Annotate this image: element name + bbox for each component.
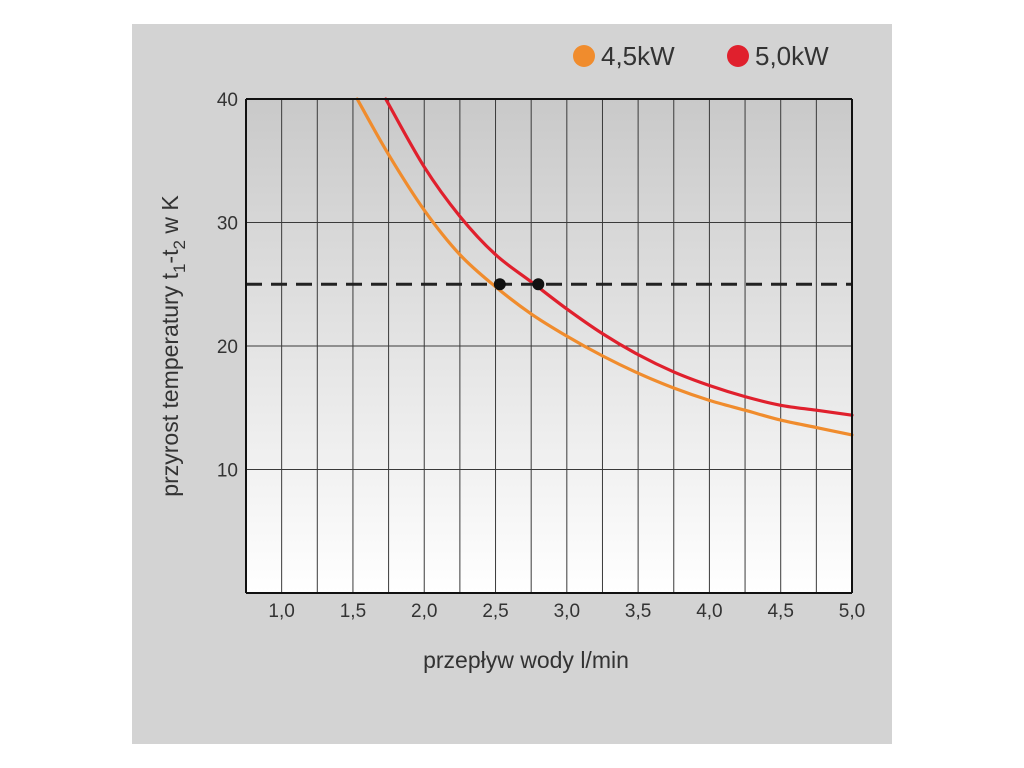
tick-labels: 1,0 1,5 2,0 2,5 3,0 3,5 4,0 4,5 5,0 10 20 30 40 <box>217 90 865 622</box>
y-axis-title: przyrost temperatury t1-t2 w K <box>157 195 189 497</box>
x-tick-label: 3,5 <box>625 601 651 622</box>
legend-marker-5-0kw <box>727 45 749 67</box>
chart-svg: 1,0 1,5 2,0 2,5 3,0 3,5 4,0 4,5 5,0 10 20 30 40 4,5k… <box>157 41 865 673</box>
legend-marker-4-5kw <box>573 45 595 67</box>
grid <box>246 99 852 593</box>
y-tick-label: 20 <box>217 337 238 358</box>
x-tick-label: 5,0 <box>839 601 865 622</box>
y-tick-label: 40 <box>217 90 238 111</box>
y-tick-label: 30 <box>217 214 238 235</box>
x-tick-label: 3,0 <box>554 601 580 622</box>
legend-label-5-0kw: 5,0kW <box>755 41 829 71</box>
x-tick-label: 4,5 <box>767 601 793 622</box>
legend-label-4-5kw: 4,5kW <box>601 41 675 71</box>
x-tick-label: 4,0 <box>696 601 722 622</box>
series-group <box>246 97 854 437</box>
series-line-5-0kw <box>384 97 854 417</box>
plot-frame <box>245 98 853 594</box>
x-tick-label: 1,5 <box>340 601 366 622</box>
x-tick-label: 1,0 <box>268 601 294 622</box>
legend: 4,5kW 5,0kW <box>573 41 829 71</box>
intersection-marker <box>532 278 545 291</box>
y-tick-label: 10 <box>217 461 238 482</box>
x-tick-label: 2,0 <box>411 601 437 622</box>
chart-panel: 1,0 1,5 2,0 2,5 3,0 3,5 4,0 4,5 5,0 10 20 30 40 4,5k… <box>132 24 892 744</box>
intersection-marker <box>493 278 506 291</box>
x-tick-label: 2,5 <box>482 601 508 622</box>
x-axis-title: przepływ wody l/min <box>423 647 629 673</box>
series-line-4-5kw <box>355 97 854 437</box>
